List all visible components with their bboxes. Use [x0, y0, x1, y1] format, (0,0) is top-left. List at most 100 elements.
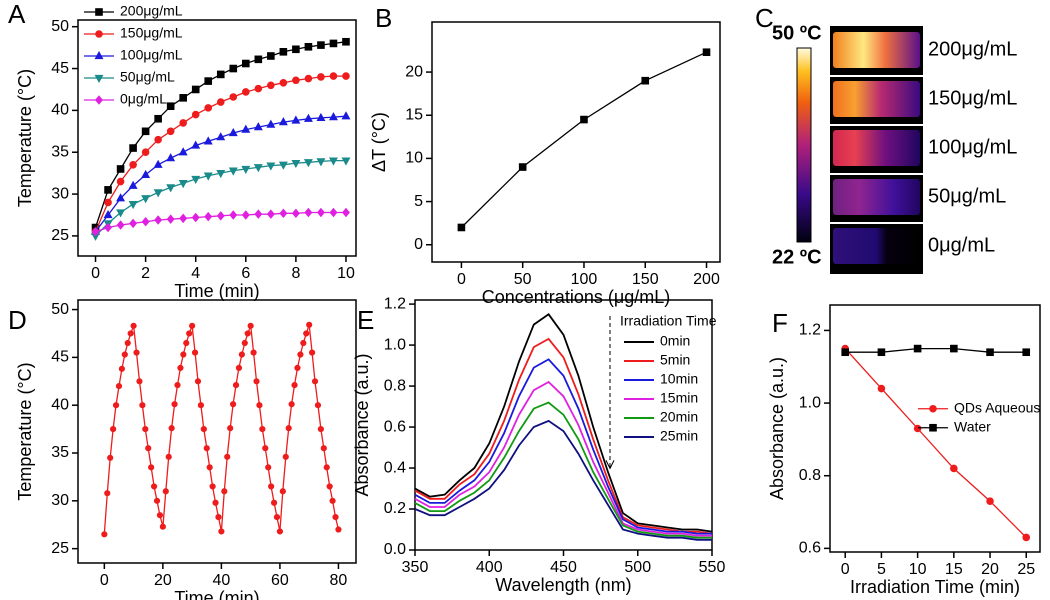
legend-label: 10min — [660, 371, 698, 387]
marker — [247, 322, 254, 329]
marker — [129, 218, 138, 229]
marker — [166, 214, 175, 224]
marker — [145, 445, 152, 452]
marker — [1022, 348, 1031, 357]
scale-max: 50 ºC — [772, 22, 822, 44]
marker — [129, 144, 137, 152]
marker — [136, 378, 143, 385]
marker — [242, 88, 250, 96]
marker — [180, 351, 187, 358]
marker — [166, 153, 176, 162]
marker — [303, 113, 313, 122]
marker — [178, 180, 188, 189]
marker — [254, 84, 263, 93]
y-tick-label: 0.8 — [384, 377, 406, 394]
marker — [913, 344, 922, 353]
legend-label: 150μg/mL — [120, 25, 183, 41]
y-tick-label: 1.0 — [384, 336, 406, 353]
marker — [877, 384, 886, 393]
marker — [154, 135, 162, 144]
y-tick-label: 40 — [51, 396, 69, 413]
marker — [317, 73, 325, 81]
marker — [153, 189, 163, 198]
panel-label: A — [8, 0, 26, 29]
marker — [292, 45, 300, 54]
y-tick-label: 35 — [51, 444, 69, 461]
marker — [128, 200, 138, 210]
marker — [203, 445, 210, 452]
marker — [311, 378, 319, 385]
marker — [304, 74, 313, 83]
marker — [227, 425, 234, 432]
marker — [189, 322, 196, 329]
x-tick-label: 6 — [241, 265, 250, 282]
marker — [229, 401, 237, 408]
x-tick-label: 0 — [457, 271, 466, 288]
x-tick-label: 10 — [909, 561, 927, 578]
marker — [323, 464, 330, 471]
marker — [335, 526, 342, 533]
marker — [166, 184, 176, 193]
marker — [142, 426, 149, 433]
marker — [141, 195, 151, 204]
marker — [329, 497, 336, 504]
marker — [326, 483, 333, 490]
y-tick-label: 0.6 — [384, 418, 406, 435]
marker — [266, 119, 276, 128]
marker — [103, 209, 113, 219]
marker — [279, 208, 288, 219]
y-tick-label: 0.6 — [799, 540, 821, 557]
marker — [285, 425, 292, 432]
marker — [297, 351, 304, 358]
marker — [342, 207, 350, 218]
marker — [241, 210, 250, 220]
marker — [282, 453, 289, 460]
marker — [203, 136, 213, 145]
legend-label: 200μg/mL — [120, 3, 183, 19]
marker — [303, 330, 310, 337]
panel-label: E — [357, 305, 374, 335]
marker — [241, 339, 248, 347]
marker — [259, 426, 266, 433]
marker — [154, 215, 163, 225]
x-tick-label: 500 — [624, 559, 651, 576]
marker — [112, 402, 120, 409]
marker — [457, 223, 466, 232]
marker — [316, 112, 326, 122]
marker — [191, 85, 200, 94]
marker — [279, 48, 288, 56]
marker — [204, 104, 213, 112]
marker — [178, 147, 188, 156]
series-line — [414, 380, 712, 537]
marker — [279, 488, 286, 495]
marker — [309, 349, 316, 356]
marker — [216, 132, 226, 141]
marker — [238, 351, 245, 358]
marker — [329, 39, 338, 48]
thermal-panel: C 50 ºC 22 ºC 200μg/mL 150μg/mL 100μg/mL 50… — [755, 3, 1017, 274]
x-tick-label: 40 — [212, 572, 230, 589]
row-label: 200μg/mL — [928, 38, 1017, 60]
x-tick-label: 150 — [632, 271, 659, 288]
thermal-row — [833, 81, 920, 117]
legend-label: 0μg/mL — [120, 91, 167, 107]
y-tick-label: 35 — [51, 143, 69, 160]
marker — [204, 211, 213, 222]
marker — [316, 207, 325, 218]
marker — [153, 497, 161, 504]
marker — [127, 330, 134, 337]
marker — [212, 499, 219, 506]
marker — [341, 111, 351, 120]
legend-label: 15min — [660, 390, 698, 406]
y-tick-label: 30 — [51, 185, 69, 202]
x-axis-title: Irradiation Time (min) — [850, 577, 1020, 597]
marker — [171, 401, 178, 408]
marker — [203, 172, 213, 181]
marker — [174, 382, 181, 389]
plot-frame — [431, 21, 721, 263]
marker — [104, 186, 112, 194]
thermal-row — [833, 179, 920, 215]
marker — [191, 349, 199, 356]
y-tick-label: 45 — [51, 349, 69, 366]
thermal-row — [833, 32, 920, 68]
